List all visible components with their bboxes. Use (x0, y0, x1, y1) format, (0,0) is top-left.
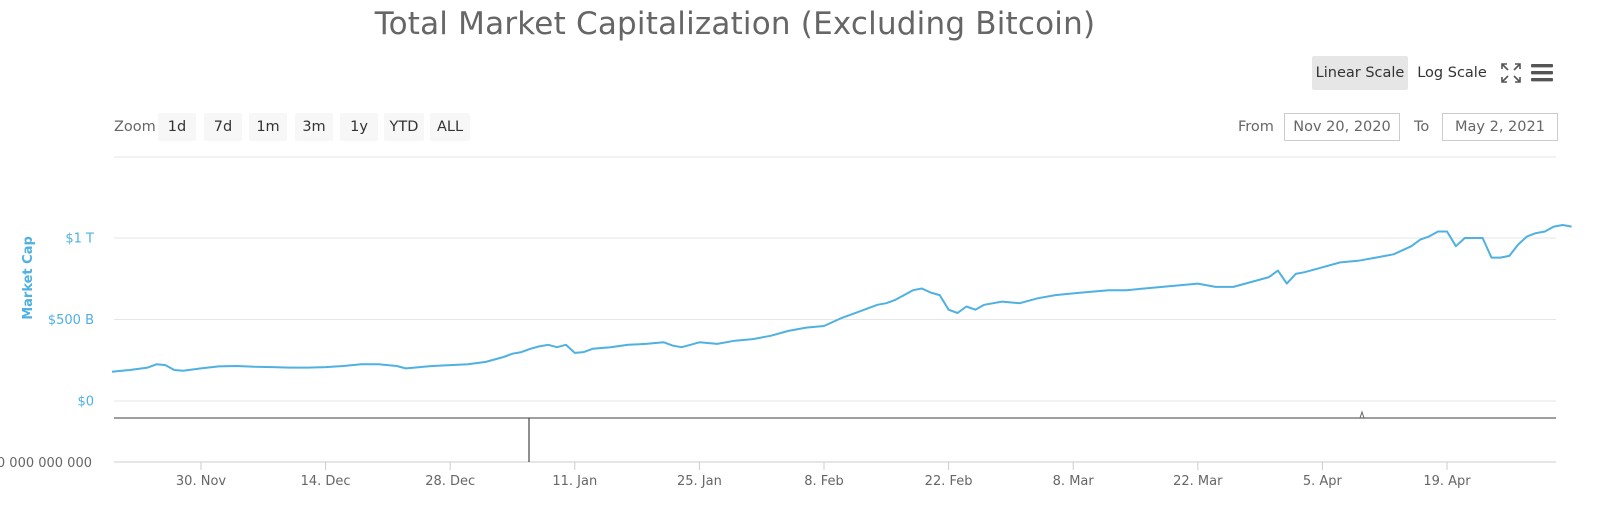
x-axis-ticks: 30. Nov 14. Dec 28. Dec 11. Jan 25. Jan 8. Fe… (176, 462, 1471, 489)
y-tick-label: $1 T (65, 232, 94, 247)
zoom-1d-button[interactable]: 1d (158, 113, 196, 141)
zoom-7d-button[interactable]: 7d (204, 113, 242, 141)
zoom-all-button[interactable]: ALL (430, 113, 470, 141)
chart-title: Total Market Capitalization (Excluding B… (374, 6, 1096, 42)
navigator-partial-tick-label: 0 000 000 000 (0, 456, 92, 471)
log-scale-button[interactable]: Log Scale (1417, 65, 1487, 81)
navigator-series-bump (1359, 410, 1365, 419)
x-tick-label: 25. Jan (677, 474, 722, 489)
x-tick-label: 19. Apr (1423, 474, 1471, 489)
grid-lines (114, 156, 1556, 402)
navigator[interactable]: 0 000 000 000 (0, 410, 1556, 471)
x-tick-label: 11. Jan (552, 474, 597, 489)
zoom-ytd-button[interactable]: YTD (384, 113, 424, 141)
x-tick-label: 28. Dec (425, 474, 475, 489)
x-tick-label: 8. Feb (804, 474, 844, 489)
zoom-label: Zoom (114, 119, 156, 135)
to-date-input[interactable]: May 2, 2021 (1442, 113, 1558, 141)
y-axis-ticks: $0 $500 B $1 T (48, 232, 94, 410)
x-tick-label: 22. Mar (1173, 474, 1223, 489)
series-layer (111, 224, 1572, 373)
to-label: To (1414, 119, 1430, 135)
y-axis-label: Market Cap (21, 236, 36, 320)
hamburger-menu-icon[interactable] (1526, 56, 1560, 90)
market-cap-series-line[interactable] (111, 224, 1572, 373)
linear-scale-button[interactable]: Linear Scale (1312, 56, 1408, 90)
x-tick-label: 5. Apr (1303, 474, 1343, 489)
zoom-3m-button[interactable]: 3m (295, 113, 333, 141)
x-tick-label: 8. Mar (1053, 474, 1095, 489)
x-tick-label: 30. Nov (176, 474, 226, 489)
x-tick-label: 22. Feb (925, 474, 973, 489)
fullscreen-icon[interactable] (1494, 56, 1528, 90)
y-tick-label: $0 (77, 395, 94, 410)
y-tick-label: $500 B (48, 313, 94, 328)
from-label: From (1238, 119, 1274, 135)
zoom-1m-button[interactable]: 1m (249, 113, 287, 141)
zoom-1y-button[interactable]: 1y (340, 113, 378, 141)
from-date-input[interactable]: Nov 20, 2020 (1284, 113, 1400, 141)
x-tick-label: 14. Dec (301, 474, 351, 489)
